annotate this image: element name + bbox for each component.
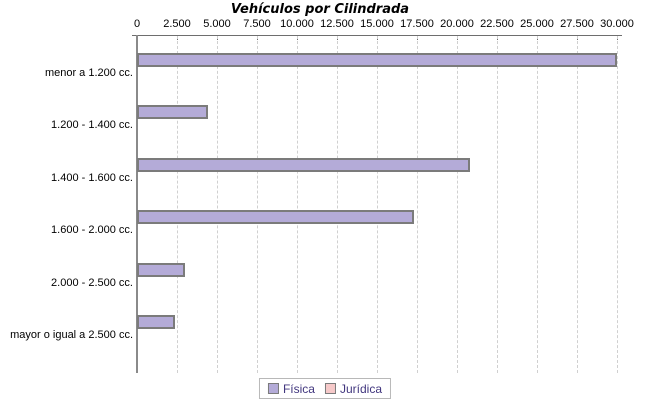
- gridline: [457, 36, 458, 373]
- x-tick-label: 0: [133, 18, 141, 30]
- category-label: 1.400 - 1.600 cc.: [51, 171, 133, 184]
- y-axis-line: [136, 35, 138, 373]
- chart-title: Vehículos por Cilindrada: [230, 2, 410, 17]
- gridline: [297, 36, 298, 373]
- category-label: menor a 1.200 cc.: [44, 67, 133, 79]
- bar-fisica: [137, 262, 185, 277]
- bar-fisica: [137, 105, 208, 120]
- gridline: [497, 36, 498, 373]
- legend-swatch-icon: [267, 383, 279, 394]
- gridline: [257, 36, 258, 373]
- legend: Física Jurídica: [258, 378, 392, 399]
- gridline: [217, 36, 218, 373]
- category-label: 1.200 - 1.400 cc.: [51, 119, 133, 132]
- bar-fisica: [137, 315, 175, 329]
- legend-swatch-icon: [324, 383, 336, 394]
- x-tick-label: 7.500: [243, 18, 271, 30]
- x-tick-label: 20.000: [440, 18, 474, 30]
- gridline: [537, 36, 538, 373]
- x-tick-label: 5.000: [203, 18, 231, 30]
- x-tick-label: 25.000: [520, 18, 554, 30]
- legend-item-fisica: Física: [267, 381, 315, 396]
- gridline: [577, 36, 578, 373]
- x-tick-label: 22.500: [480, 18, 514, 30]
- gridline: [177, 36, 178, 373]
- bar-fisica: [137, 157, 470, 172]
- bar-fisica: [137, 210, 414, 225]
- x-tick-label: 15.000: [360, 18, 394, 30]
- legend-label: Física: [282, 381, 315, 396]
- x-tick-label: 10.000: [280, 18, 314, 30]
- gridline: [337, 36, 338, 373]
- gridline: [417, 36, 418, 373]
- x-axis-line: [132, 35, 622, 36]
- x-tick-label: 17.500: [400, 18, 434, 30]
- category-label: 1.600 - 2.000 cc.: [51, 224, 133, 237]
- bar-fisica: [137, 53, 617, 67]
- gridline: [377, 36, 378, 373]
- gridline: [617, 36, 618, 373]
- legend-label: Jurídica: [339, 381, 383, 396]
- x-tick-label: 2.500: [163, 18, 191, 30]
- x-tick-label: 30.000: [600, 18, 634, 30]
- x-tick-label: 27.500: [560, 18, 594, 30]
- category-label: mayor o igual a 2.500 cc.: [10, 329, 133, 341]
- category-label: 2.000 - 2.500 cc.: [51, 276, 133, 289]
- legend-item-juridica: Jurídica: [324, 381, 383, 396]
- x-tick-label: 12.500: [320, 18, 354, 30]
